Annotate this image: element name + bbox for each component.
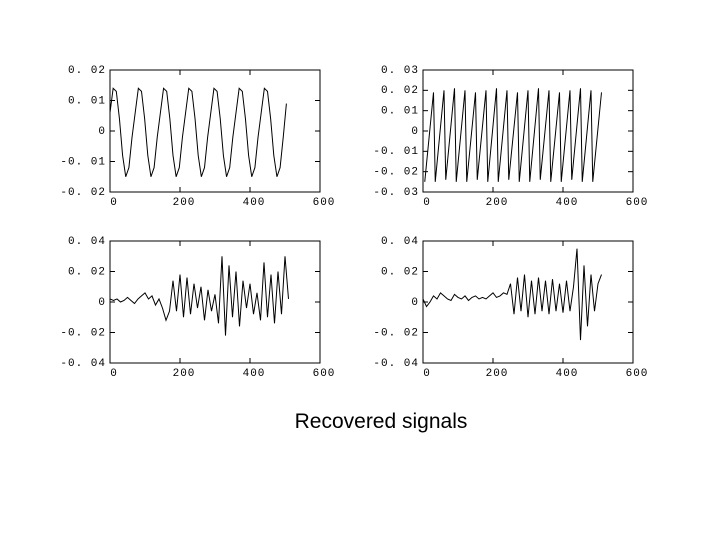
- y-tick-label: 0. 04: [68, 236, 106, 248]
- plot-frame: [109, 69, 321, 193]
- y-tick-label: -0. 02: [60, 187, 106, 199]
- y-tick-label: 0. 02: [381, 85, 419, 97]
- y-tick-label: 0: [411, 126, 419, 138]
- x-tick-label: 600: [313, 368, 336, 380]
- caption: Recovered signals: [295, 410, 468, 433]
- y-tick-label: 0. 02: [381, 266, 419, 278]
- signal-line: [424, 88, 602, 182]
- x-tick-label: 600: [626, 197, 649, 209]
- y-tick-label: -0. 02: [373, 167, 419, 179]
- x-tick-label: 400: [243, 368, 266, 380]
- y-tick-label: -0. 02: [373, 327, 419, 339]
- y-tick-label: 0. 02: [68, 266, 106, 278]
- y-tick-label: 0: [411, 297, 419, 309]
- plot-frame: [422, 240, 634, 364]
- x-tick-label: 600: [626, 368, 649, 380]
- signal-line: [109, 87, 287, 177]
- x-tick-label: 200: [486, 197, 509, 209]
- x-tick-label: 0: [110, 197, 118, 209]
- x-tick-label: 0: [110, 368, 118, 380]
- plot-frame: [109, 240, 321, 364]
- y-tick-label: 0: [98, 126, 106, 138]
- signal-line: [422, 248, 602, 341]
- x-tick-label: 0: [423, 197, 431, 209]
- x-tick-label: 400: [556, 197, 579, 209]
- y-tick-label: -0. 02: [60, 327, 106, 339]
- x-tick-label: 400: [556, 368, 579, 380]
- x-tick-label: 200: [173, 368, 196, 380]
- x-tick-label: 400: [243, 197, 266, 209]
- y-tick-label: -0. 03: [373, 187, 419, 199]
- x-tick-label: 0: [423, 368, 431, 380]
- x-tick-label: 200: [486, 368, 509, 380]
- y-tick-label: -0. 04: [60, 358, 106, 370]
- y-tick-label: -0. 01: [60, 156, 106, 168]
- y-tick-label: 0. 02: [68, 65, 106, 77]
- y-tick-label: 0: [98, 297, 106, 309]
- y-tick-label: 0. 01: [381, 106, 419, 118]
- x-tick-label: 600: [313, 197, 336, 209]
- y-tick-label: -0. 04: [373, 358, 419, 370]
- y-tick-label: 0. 04: [381, 236, 419, 248]
- signal-line: [109, 256, 289, 336]
- y-tick-label: 0. 01: [68, 95, 106, 107]
- x-tick-label: 200: [173, 197, 196, 209]
- y-tick-label: -0. 01: [373, 146, 419, 158]
- y-tick-label: 0. 03: [381, 65, 419, 77]
